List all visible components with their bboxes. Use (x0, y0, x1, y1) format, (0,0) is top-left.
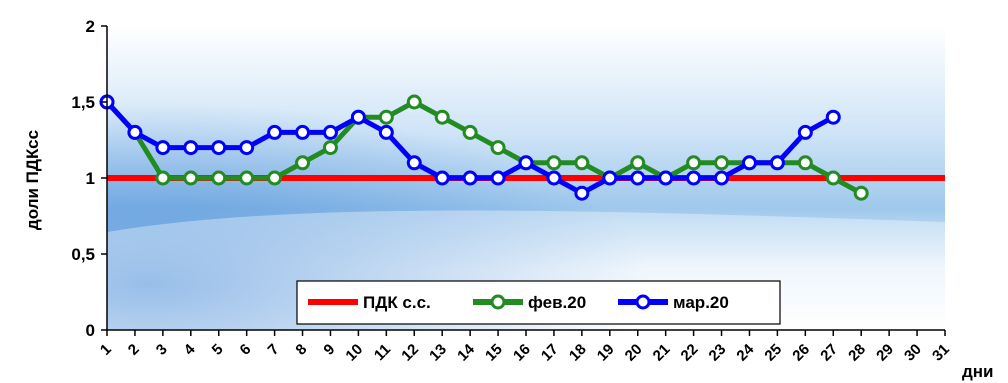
x-tick-label: 22 (678, 341, 702, 365)
data-point-mar (211, 140, 227, 156)
data-point-mar (295, 124, 311, 140)
x-tick-label: 9 (320, 341, 338, 359)
data-point-mar (155, 140, 171, 156)
data-point-mar (714, 170, 730, 186)
x-tick-label: 24 (733, 340, 757, 364)
x-tick-label: 31 (929, 341, 953, 365)
data-point-feb (378, 109, 394, 125)
x-tick-label: 18 (566, 341, 590, 365)
data-point-feb (714, 155, 730, 171)
x-tick-label: 1 (97, 341, 115, 359)
data-point-mar (267, 124, 283, 140)
x-tick-label: 10 (342, 341, 366, 365)
x-tick-label: 28 (845, 341, 869, 365)
x-tick-label: 30 (901, 341, 925, 365)
data-point-mar (434, 170, 450, 186)
legend-label-pdk: ПДК с.с. (363, 293, 431, 312)
data-point-feb (825, 170, 841, 186)
x-tick-label: 14 (454, 340, 478, 364)
data-point-mar (239, 140, 255, 156)
data-point-mar (183, 140, 199, 156)
x-tick-label: 2 (125, 341, 143, 359)
x-axis-label: дни (962, 362, 994, 381)
x-tick-label: 12 (398, 341, 422, 365)
legend-marker-feb (490, 294, 506, 310)
data-point-feb (546, 155, 562, 171)
x-tick-label: 20 (622, 341, 646, 365)
y-tick-label: 0,5 (71, 245, 95, 264)
legend: ПДК с.с. фев.20 мар.20 (296, 280, 781, 325)
data-point-feb (155, 170, 171, 186)
x-tick-label: 5 (209, 341, 227, 359)
data-point-feb (462, 124, 478, 140)
x-tick-label: 16 (510, 341, 534, 365)
x-tick-label: 11 (371, 341, 394, 364)
data-point-feb (797, 155, 813, 171)
x-tick-label: 7 (265, 341, 283, 359)
data-point-feb (406, 94, 422, 110)
data-point-mar (741, 155, 757, 171)
data-point-feb (295, 155, 311, 171)
y-tick-label: 1 (86, 169, 95, 188)
legend-box (296, 280, 781, 325)
data-point-feb (630, 155, 646, 171)
data-point-mar (546, 170, 562, 186)
data-point-feb (239, 170, 255, 186)
x-tick-label: 15 (482, 341, 506, 365)
x-tick-label: 29 (873, 341, 897, 365)
legend-label-mar: мар.20 (673, 293, 729, 312)
x-tick-label: 17 (538, 341, 562, 365)
data-point-mar (602, 170, 618, 186)
data-point-mar (630, 170, 646, 186)
data-point-mar (322, 124, 338, 140)
x-tick-label: 6 (237, 341, 255, 359)
data-point-mar (518, 155, 534, 171)
data-point-mar (350, 109, 366, 125)
data-point-mar (490, 170, 506, 186)
series-line-feb (105, 99, 863, 196)
data-point-mar (797, 124, 813, 140)
data-point-feb (211, 170, 227, 186)
data-point-mar (574, 185, 590, 201)
data-point-mar (769, 155, 785, 171)
x-tick-label: 13 (426, 341, 450, 365)
data-point-feb (853, 185, 869, 201)
data-point-feb (183, 170, 199, 186)
y-tick-label: 1,5 (71, 93, 95, 112)
data-point-mar (658, 170, 674, 186)
data-point-mar (378, 124, 394, 140)
x-tick-label: 19 (594, 341, 618, 365)
data-point-mar (462, 170, 478, 186)
data-point-feb (686, 155, 702, 171)
x-tick-label: 21 (650, 341, 674, 365)
x-tick-label: 27 (817, 341, 841, 365)
data-point-feb (434, 109, 450, 125)
x-tick-label: 8 (292, 341, 310, 359)
data-point-mar (686, 170, 702, 186)
data-point-feb (490, 140, 506, 156)
y-tick-label: 0 (86, 321, 95, 340)
x-tick-label: 3 (153, 341, 171, 359)
data-point-feb (267, 170, 283, 186)
x-tick-label: 25 (761, 341, 785, 365)
y-tick-label: 2 (86, 17, 95, 36)
x-tick-label: 26 (789, 341, 813, 365)
y-axis-label: доли ПДКсс (23, 130, 42, 230)
data-point-mar (825, 109, 841, 125)
x-tick-label: 23 (706, 341, 730, 365)
data-point-feb (322, 140, 338, 156)
legend-label-feb: фев.20 (528, 293, 586, 312)
data-point-mar (127, 124, 143, 140)
legend-marker-mar (635, 294, 651, 310)
axes: 00,511,521 2 3 4 5 6 7 8 9 10 11 12 13 14 15 16 17 18 19 20… (71, 17, 952, 365)
data-point-mar (406, 155, 422, 171)
x-tick-label: 4 (181, 340, 199, 358)
data-point-feb (574, 155, 590, 171)
